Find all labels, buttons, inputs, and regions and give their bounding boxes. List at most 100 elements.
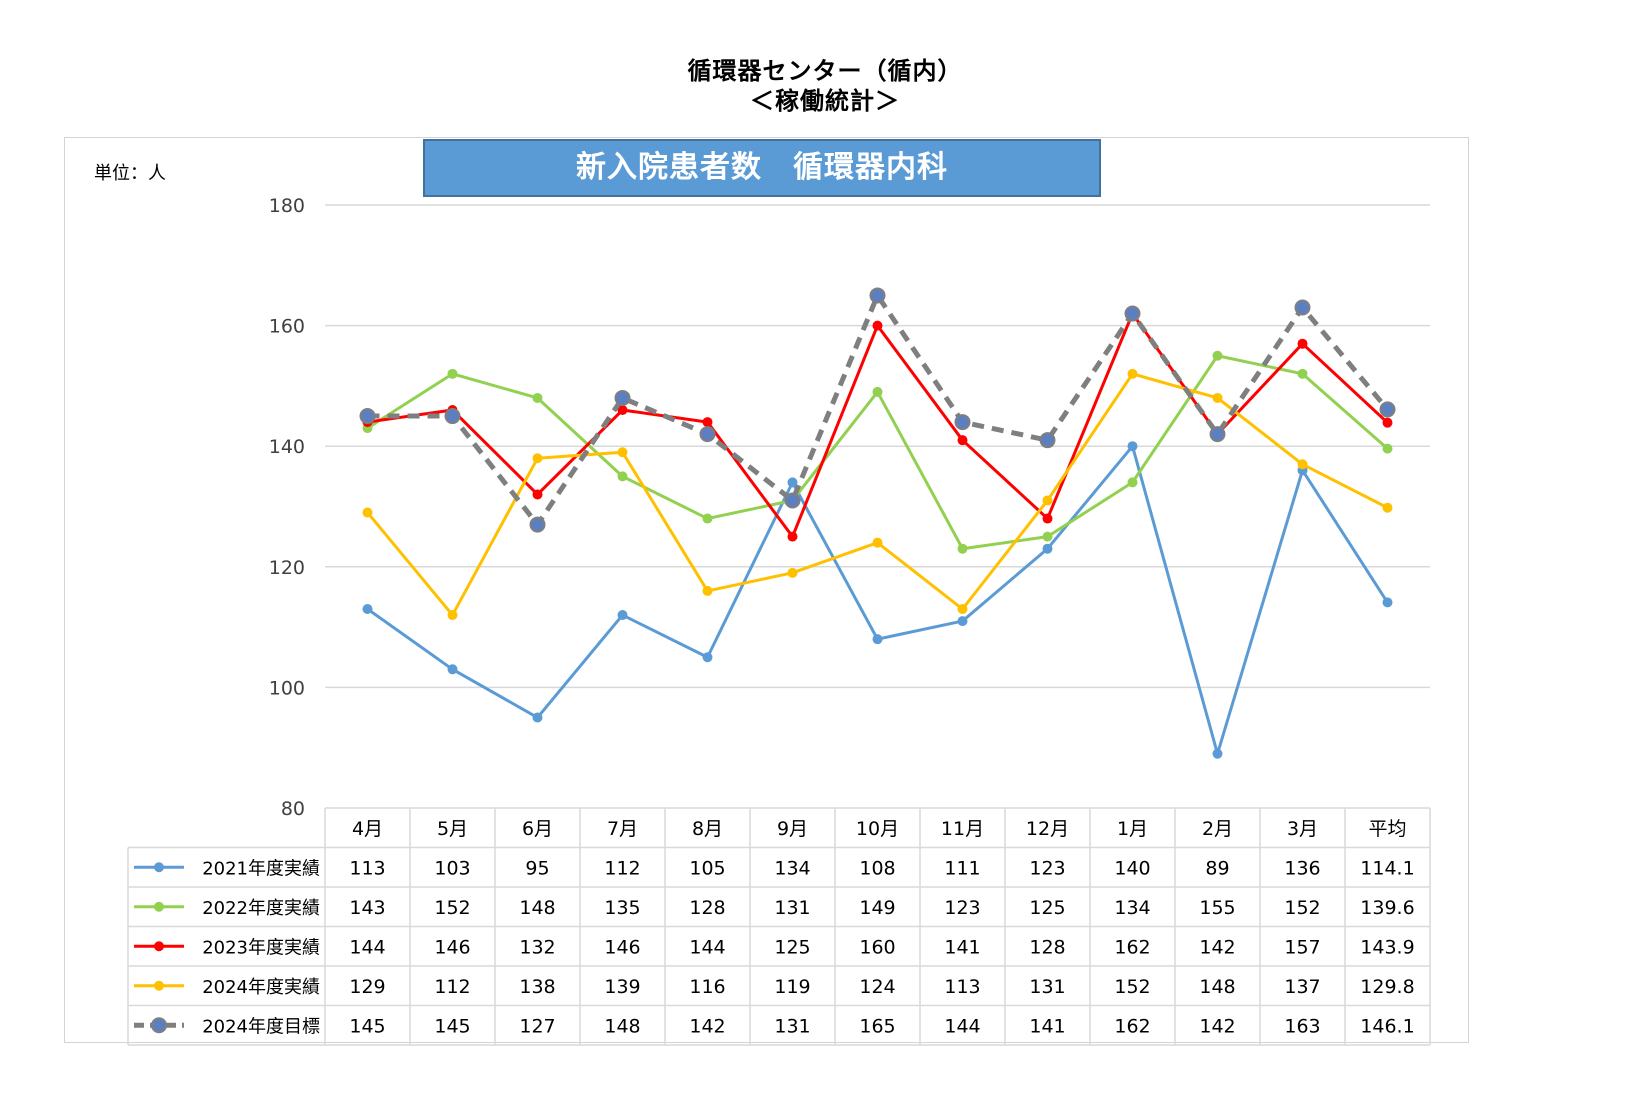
table-cell-value: 141: [1029, 1015, 1065, 1037]
unit-label: 単位：人: [94, 163, 166, 184]
table-cell-value: 134: [1114, 897, 1150, 919]
data-point: [617, 610, 628, 621]
data-table-grid: [127, 807, 1431, 1046]
table-cell-value: 144: [944, 1015, 980, 1037]
data-point: [1039, 432, 1056, 449]
data-point: [447, 664, 458, 675]
table-cell-value: 135: [604, 897, 640, 919]
x-category-label: 2月: [1202, 818, 1233, 840]
data-point: [1297, 338, 1308, 349]
x-category-label: 1月: [1117, 818, 1148, 840]
table-cell-value: 142: [1199, 936, 1235, 958]
table-cell-value: 152: [434, 897, 470, 919]
data-point: [1127, 477, 1138, 488]
page-title: 循環器センター（循内）: [687, 57, 963, 85]
data-point: [1382, 597, 1393, 608]
table-cell-value: 137: [1284, 976, 1320, 998]
data-point: [617, 471, 628, 482]
y-tick-label: 120: [269, 557, 305, 579]
table-cell-value: 132: [519, 936, 555, 958]
legend-key-marker: [154, 901, 164, 912]
table-cell-value: 162: [1114, 1015, 1150, 1037]
y-tick-label: 140: [269, 436, 305, 458]
data-point: [872, 386, 883, 397]
table-cell-value: 157: [1284, 936, 1320, 958]
data-point: [869, 287, 886, 304]
data-point: [954, 414, 971, 431]
table-cell-value: 139: [604, 976, 640, 998]
data-point: [1212, 392, 1223, 403]
table-cell-value: 165: [859, 1015, 895, 1037]
x-category-label: 6月: [522, 818, 553, 840]
data-point: [1294, 299, 1311, 316]
table-cell-value: 160: [859, 936, 895, 958]
data-point: [784, 492, 801, 509]
table-cell-value: 148: [604, 1015, 640, 1037]
data-point: [957, 543, 968, 554]
table-cell-value: 103: [434, 857, 470, 879]
x-category-label: 3月: [1287, 818, 1318, 840]
table-cell-value: 144: [349, 936, 385, 958]
table-cell-value: 149: [859, 897, 895, 919]
table-cell-value: 116: [689, 976, 725, 998]
table-cell-value: 152: [1114, 976, 1150, 998]
x-category-label: 12月: [1026, 818, 1069, 840]
data-point: [1297, 459, 1308, 470]
data-point: [532, 489, 543, 500]
table-cell-value: 112: [604, 857, 640, 879]
table-cell-value: 141: [944, 936, 980, 958]
data-point: [957, 616, 968, 627]
series-line: [367, 312, 1389, 539]
legend-key-marker: [154, 862, 164, 873]
x-category-label: 8月: [692, 818, 723, 840]
data-point: [1382, 417, 1393, 428]
data-point: [787, 531, 798, 542]
table-cell-value: 128: [689, 897, 725, 919]
data-point: [532, 453, 543, 464]
table-cell-value: 131: [1029, 976, 1065, 998]
data-point: [787, 477, 798, 488]
x-category-label: 7月: [607, 818, 638, 840]
table-cell-value: 142: [689, 1015, 725, 1037]
y-tick-label: 80: [281, 798, 305, 820]
data-point: [1212, 748, 1223, 759]
data-point: [362, 604, 373, 615]
table-cell-value: 123: [1029, 857, 1065, 879]
table-cell-value: 112: [434, 976, 470, 998]
data-point: [532, 392, 543, 403]
data-point: [1382, 502, 1393, 513]
table-cell-value: 145: [434, 1015, 470, 1037]
data-point: [1212, 350, 1223, 361]
data-point: [444, 408, 461, 425]
data-point: [362, 507, 373, 518]
data-point: [617, 447, 628, 458]
table-cell-value: 128: [1029, 936, 1065, 958]
table-cell-value: 138: [519, 976, 555, 998]
data-point: [617, 405, 628, 416]
data-point: [1127, 368, 1138, 379]
table-cell-value: 108: [859, 857, 895, 879]
table-cell-value: 129: [349, 976, 385, 998]
table-cell-value: 113: [944, 976, 980, 998]
table-cell-value: 143: [349, 897, 385, 919]
table-cell-value: 142: [1199, 1015, 1235, 1037]
data-point: [1042, 543, 1053, 554]
data-point: [614, 389, 631, 406]
series-line: [366, 354, 1389, 551]
data-point: [957, 604, 968, 615]
y-tick-label: 180: [269, 195, 305, 217]
data-point: [447, 368, 458, 379]
x-category-label: 10月: [856, 818, 899, 840]
chart-title: 新入院患者数 循環器内科: [423, 139, 1101, 197]
x-category-label: 5月: [437, 818, 468, 840]
table-cell-value: 146: [434, 936, 470, 958]
table-cell-value: 146: [604, 936, 640, 958]
chart-frame: [64, 137, 1469, 1043]
legend-series-name: 2024年度目標: [202, 1016, 320, 1037]
y-tick-label: 100: [269, 677, 305, 699]
data-point: [1382, 443, 1393, 454]
legend-series-name: 2021年度実績: [202, 858, 320, 879]
data-point: [787, 567, 798, 578]
table-cell-value: 95: [525, 857, 549, 879]
table-cell-value: 114.1: [1360, 857, 1414, 879]
